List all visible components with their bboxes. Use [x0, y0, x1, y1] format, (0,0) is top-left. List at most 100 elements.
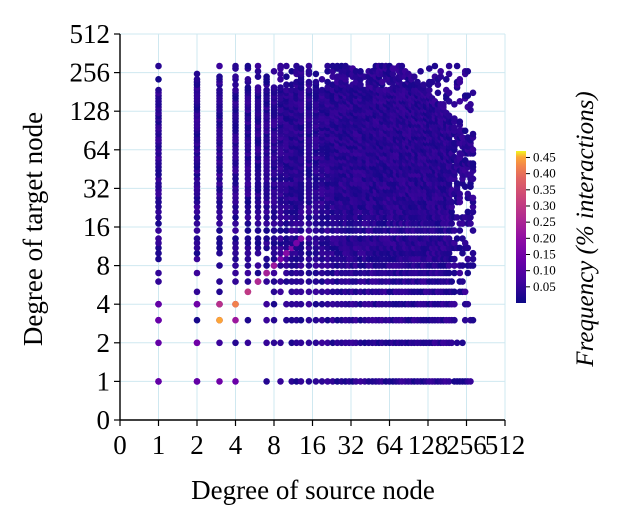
scatter-point — [443, 76, 450, 83]
scatter-point — [445, 98, 453, 105]
scatter-point — [318, 203, 326, 211]
scatter-point — [297, 288, 305, 296]
x-tick-label: 4 — [229, 430, 243, 460]
scatter-point — [318, 300, 326, 308]
scatter-point — [288, 227, 296, 234]
scatter-point — [324, 339, 331, 347]
scatter-point — [469, 194, 477, 202]
scatter-point — [459, 339, 466, 347]
scatter-point — [277, 278, 284, 285]
scatter-point — [297, 65, 305, 72]
scatter-point — [312, 262, 320, 269]
scatter-point — [451, 124, 458, 132]
scatter-point — [456, 76, 464, 83]
scatter-point — [244, 278, 252, 285]
scatter-point — [263, 244, 270, 252]
scatter-point — [329, 262, 337, 269]
scatter-point — [305, 62, 313, 70]
y-tick-label: 1 — [97, 366, 111, 396]
scatter-point — [277, 288, 284, 296]
scatter-point — [254, 262, 262, 269]
scatter-point — [324, 278, 331, 285]
scatter-point — [324, 208, 331, 216]
scatter-point — [193, 300, 201, 308]
scatter-point — [216, 300, 223, 308]
scatter-point — [216, 203, 223, 211]
scatter-point — [329, 339, 337, 347]
scatter-point — [448, 339, 456, 347]
scatter-point — [232, 227, 239, 234]
scatter-point — [469, 160, 477, 167]
scatter-point — [283, 244, 290, 252]
scatter-point — [318, 235, 326, 242]
scatter-point — [288, 180, 296, 187]
scatter-point — [461, 288, 469, 296]
colorbar-tick-label: 0.05 — [533, 279, 556, 294]
scatter-point — [270, 278, 278, 285]
scatter-point — [263, 208, 270, 216]
scatter-point — [244, 203, 252, 211]
scatter-point — [297, 278, 305, 285]
scatter-point — [216, 316, 223, 324]
scatter-point — [426, 65, 433, 72]
x-tick-label: 8 — [267, 430, 281, 460]
scatter-point — [283, 300, 290, 308]
scatter-point — [232, 73, 239, 80]
scatter-point — [216, 73, 223, 80]
scatter-point — [263, 316, 270, 324]
scatter-point — [277, 220, 284, 227]
scatter-point — [288, 269, 296, 277]
scatter-point — [232, 220, 239, 227]
scatter-point — [456, 244, 464, 252]
scatter-point — [297, 269, 305, 277]
scatter-point — [283, 269, 290, 277]
scatter-point — [453, 62, 461, 70]
scatter-point — [459, 262, 466, 269]
y-tick-label: 2 — [97, 328, 111, 358]
scatter-point — [288, 288, 296, 296]
scatter-point — [305, 235, 313, 242]
scatter-point — [270, 262, 278, 269]
scatter-point — [445, 378, 453, 385]
x-tick-label: 512 — [485, 430, 526, 460]
scatter-point — [193, 244, 201, 252]
scatter-point — [216, 214, 223, 221]
scatter-point — [305, 339, 313, 347]
scatter-point — [329, 203, 337, 211]
scatter-point — [318, 86, 326, 94]
scatter-point — [398, 62, 406, 70]
scatter-point — [459, 249, 466, 257]
scatter-point — [297, 235, 305, 242]
scatter-point — [456, 118, 464, 125]
scatter-point — [254, 180, 262, 187]
scatter-point — [329, 288, 337, 296]
scatter-point — [445, 70, 453, 78]
scatter-point — [193, 220, 201, 227]
scatter-point — [288, 244, 296, 252]
scatter-point — [329, 220, 337, 227]
scatter-point — [270, 214, 278, 221]
scatter-point — [254, 208, 262, 216]
scatter-point — [283, 235, 290, 242]
scatter-point — [155, 278, 162, 285]
scatter-point — [263, 180, 270, 187]
scatter-point — [254, 73, 262, 80]
scatter-point — [305, 86, 313, 94]
scatter-point — [448, 220, 456, 227]
scatter-point — [417, 68, 424, 75]
scatter-point — [467, 106, 474, 114]
scatter-point — [469, 249, 477, 257]
scatter-point — [277, 255, 284, 263]
scatter-point — [297, 203, 305, 211]
scatter-point — [270, 235, 278, 242]
scatter-point — [451, 255, 458, 263]
scatter-point — [329, 208, 337, 216]
scatter-point — [305, 249, 313, 257]
x-tick-label: 0 — [113, 430, 127, 460]
scatter-point — [324, 300, 331, 308]
scatter-point — [270, 255, 278, 263]
scatter-point — [232, 278, 239, 285]
scatter-point — [263, 214, 270, 221]
scatter-point — [254, 269, 262, 277]
scatter-point — [288, 278, 296, 285]
